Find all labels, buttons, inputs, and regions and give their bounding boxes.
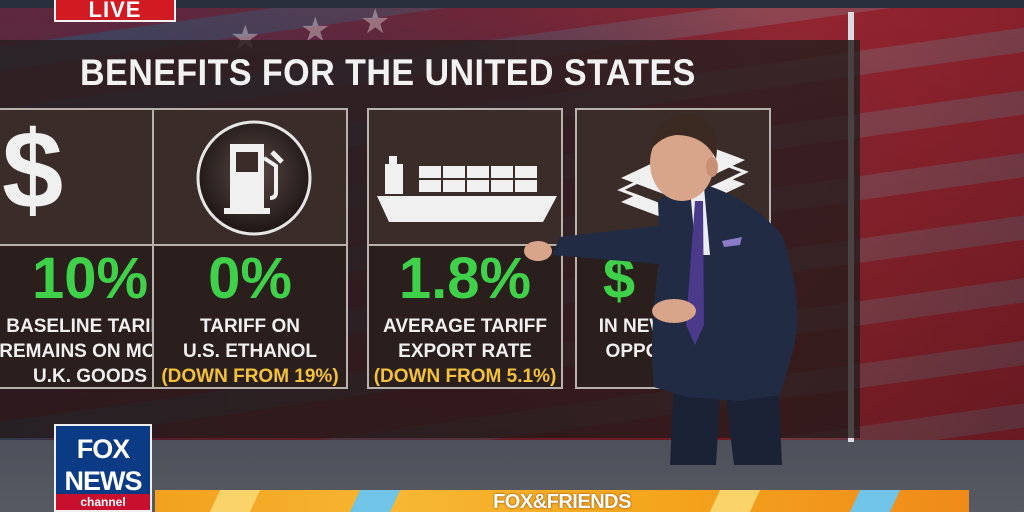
desc-line: EXPORT RATE <box>398 341 532 362</box>
flag-star-icon: ★ <box>360 2 391 42</box>
stat-card-ethanol-tariff: 0% TARIFF ON U.S. ETHANOL (DOWN FROM 19%… <box>152 108 348 389</box>
show-title-bar: FOX&FRIENDS <box>155 490 969 512</box>
presenter <box>524 114 798 465</box>
stat-description: IN NEW OPPO <box>537 314 729 364</box>
live-badge: LIVE <box>54 0 176 22</box>
fox-news-logo: FOX NEWS channel <box>54 424 152 512</box>
dollar-icon: $ <box>2 109 64 232</box>
card-icon-area <box>154 110 346 246</box>
desc-line: BASELINE TARIFF <box>6 316 174 337</box>
desc-line: OPPO <box>605 341 661 362</box>
logo-line-fox: FOX <box>76 434 131 464</box>
desc-line: U.K. GOODS <box>32 366 147 387</box>
card-icon-area <box>369 110 561 246</box>
desc-line: IN NEW <box>598 316 668 337</box>
stat-description: AVERAGE TARIFF EXPORT RATE (DOWN FROM 5.… <box>369 314 561 389</box>
desc-line: REMAINS ON MOST <box>0 341 181 362</box>
gas-pump-icon <box>196 120 312 236</box>
logo-line-channel: channel <box>56 494 150 510</box>
desc-note: (DOWN FROM 19%) <box>161 366 339 387</box>
desc-note: (DOWN FROM 5.1%) <box>373 366 557 387</box>
show-name: FOX&FRIENDS <box>493 491 631 512</box>
stat-value: 0% <box>208 246 292 311</box>
stat-description: TARIFF ON U.S. ETHANOL (DOWN FROM 19%) <box>154 314 346 389</box>
logo-line-news: NEWS <box>64 466 143 496</box>
desc-line: TARIFF ON <box>200 316 300 337</box>
graphic-headline: BENEFITS FOR THE UNITED STATES <box>80 52 696 93</box>
desc-line: AVERAGE TARIFF <box>383 316 547 337</box>
stat-value: 1.8% <box>398 246 532 311</box>
cargo-ship-icon <box>377 156 557 222</box>
desc-line: U.S. ETHANOL <box>182 341 318 362</box>
stat-description: BASELINE TARIFF REMAINS ON MOST U.K. GOO… <box>0 314 186 389</box>
stat-value: 10% <box>31 246 149 311</box>
